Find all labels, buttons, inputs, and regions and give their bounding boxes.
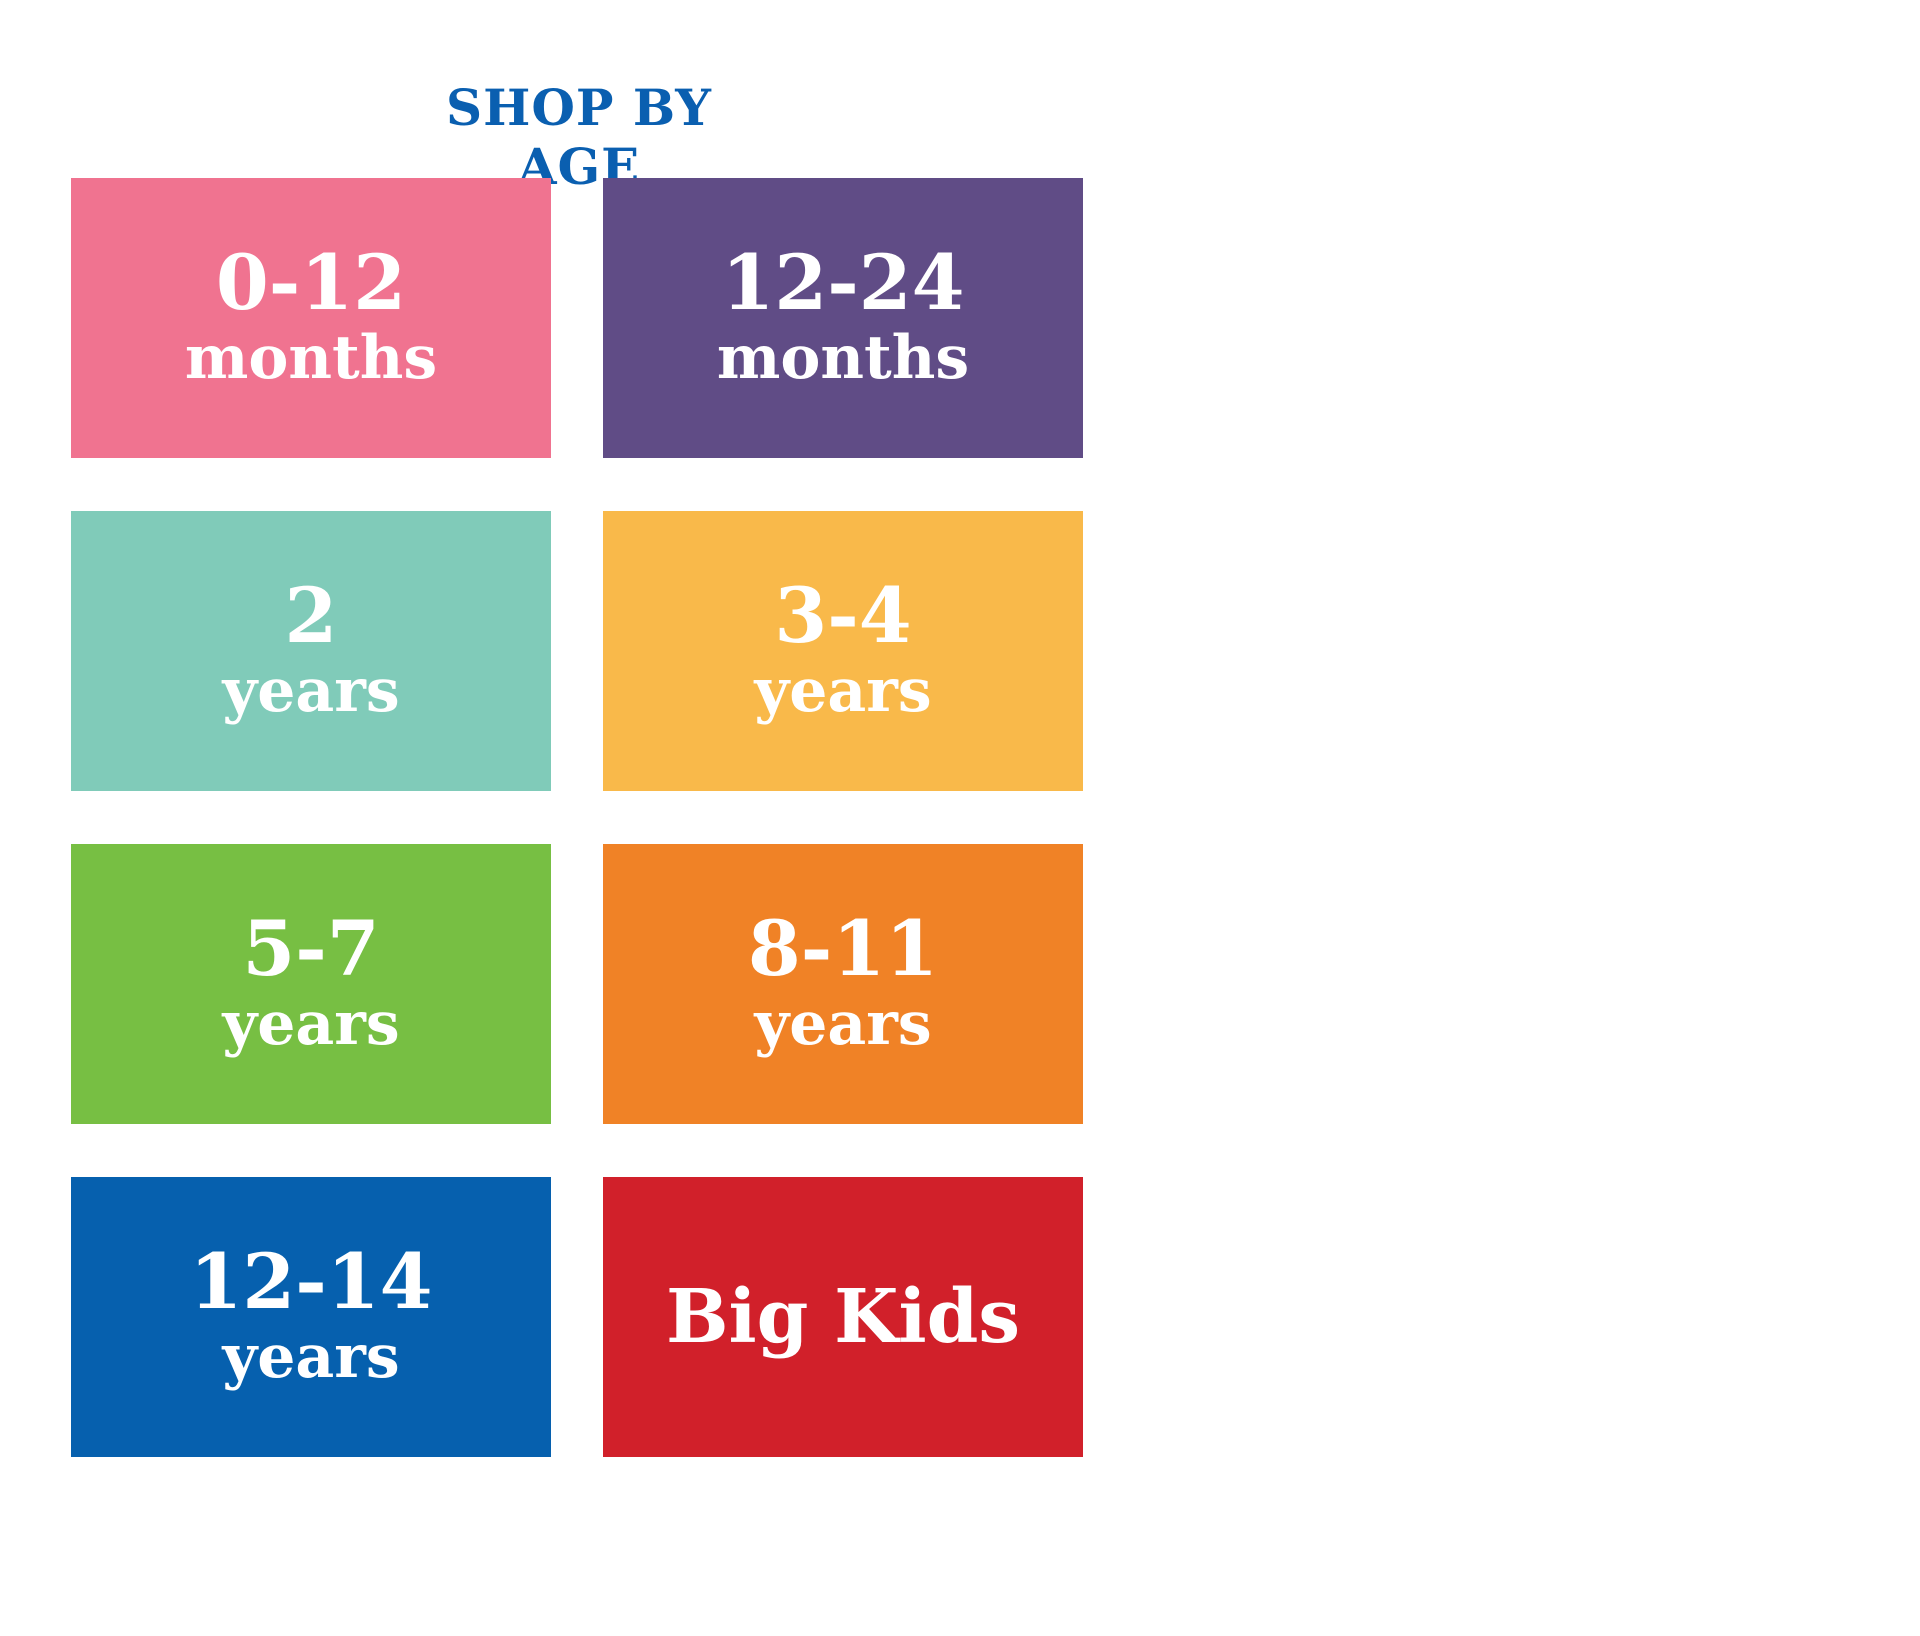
tile-number: 12-14 <box>189 1237 433 1326</box>
tile-5-7-years[interactable]: 5-7 years <box>71 844 551 1124</box>
tile-unit: months <box>716 323 970 393</box>
tile-unit: months <box>184 323 438 393</box>
tile-12-14-years[interactable]: 12-14 years <box>71 1177 551 1457</box>
tile-unit: years <box>222 1322 400 1392</box>
tile-3-4-years[interactable]: 3-4 years <box>603 511 1083 791</box>
tile-unit: years <box>754 656 932 726</box>
tile-number: 12-24 <box>721 238 965 327</box>
tile-number: 0-12 <box>215 238 407 327</box>
page-title: SHOP BY AGE <box>446 78 712 196</box>
tile-number: 8-11 <box>747 904 939 993</box>
tile-number: 2 <box>284 571 338 660</box>
tile-label: Big Kids <box>666 1274 1020 1360</box>
tile-unit: years <box>754 989 932 1059</box>
tile-0-12-months[interactable]: 0-12 months <box>71 178 551 458</box>
tile-2-years[interactable]: 2 years <box>71 511 551 791</box>
tile-big-kids[interactable]: Big Kids <box>603 1177 1083 1457</box>
tile-number: 5-7 <box>242 904 380 993</box>
tile-12-24-months[interactable]: 12-24 months <box>603 178 1083 458</box>
tile-8-11-years[interactable]: 8-11 years <box>603 844 1083 1124</box>
tile-number: 3-4 <box>774 571 912 660</box>
tile-unit: years <box>222 989 400 1059</box>
tile-unit: years <box>222 656 400 726</box>
